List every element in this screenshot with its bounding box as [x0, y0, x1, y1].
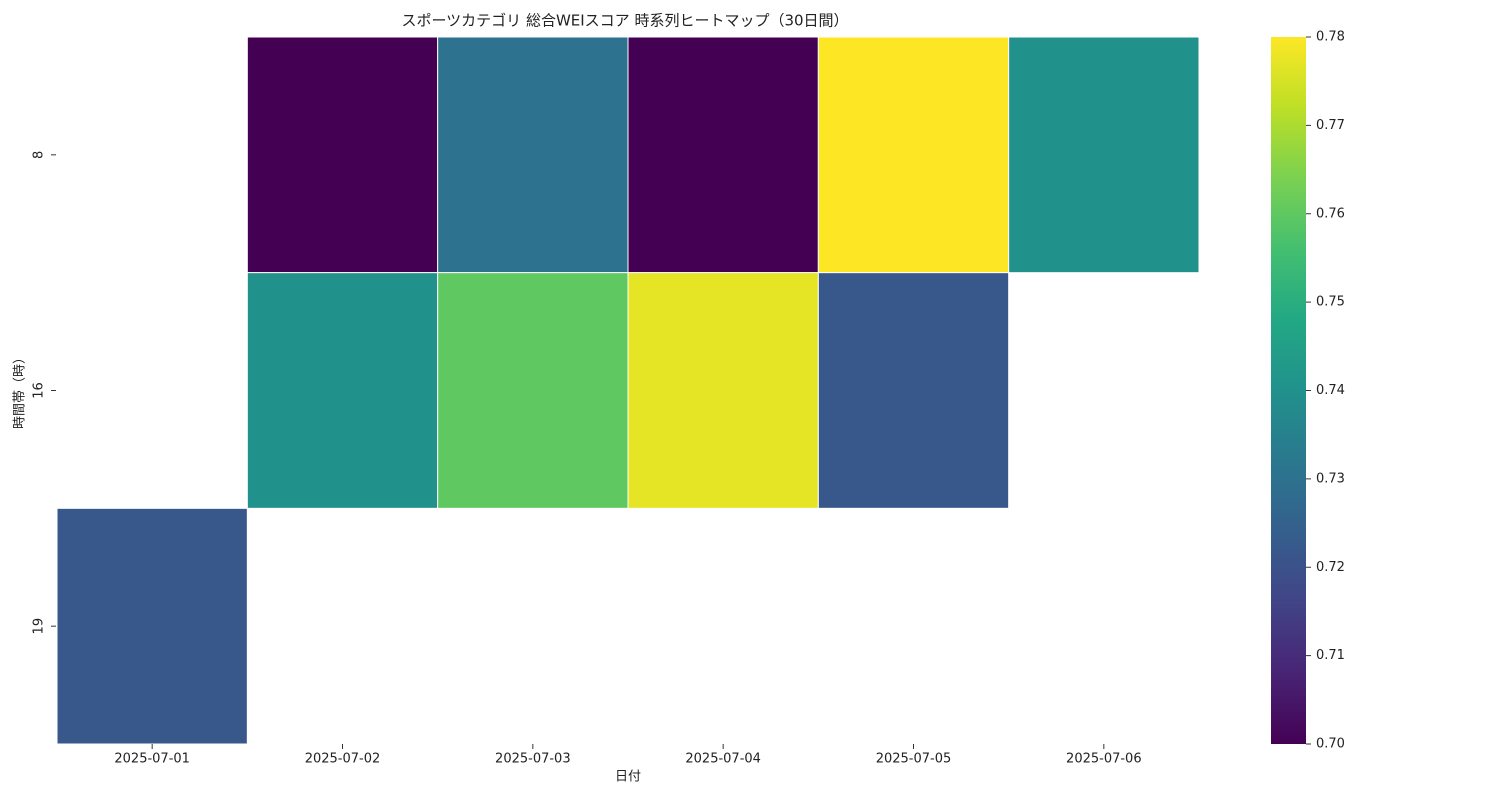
colorbar-tick-label: 0.72: [1316, 560, 1345, 575]
x-tick-label: 2025-07-06: [1066, 752, 1142, 767]
heatmap-cell: [627, 272, 819, 509]
x-tick-label: 2025-07-01: [114, 752, 190, 767]
heatmap-cell: [246, 272, 439, 509]
heatmap-cell: [627, 36, 819, 274]
heatmap-cell: [437, 36, 629, 274]
heatmap-cell: [817, 36, 1010, 274]
x-tick-label: 2025-07-03: [495, 752, 571, 767]
heatmap-cell: [817, 272, 1010, 509]
x-axis-label: 日付: [615, 770, 641, 785]
heatmap-cell: [437, 272, 629, 509]
y-axis-label: 時間帯（時）: [13, 351, 28, 429]
colorbar-tick-label: 0.70: [1316, 737, 1345, 752]
y-tick-label: 8: [32, 151, 47, 159]
colorbar-tick-label: 0.73: [1316, 471, 1345, 486]
x-tick-label: 2025-07-02: [305, 752, 381, 767]
chart-title: スポーツカテゴリ 総合WEIスコア 時系列ヒートマップ（30日間）: [401, 12, 848, 30]
colorbar-tick-label: 0.76: [1316, 206, 1345, 221]
colorbar: [1271, 37, 1306, 744]
y-tick-label: 16: [32, 382, 47, 399]
colorbar-tick-label: 0.78: [1316, 30, 1345, 45]
heatmap-cell: [246, 36, 439, 274]
colorbar-tick-label: 0.74: [1316, 383, 1345, 398]
heatmap-cell: [56, 507, 248, 745]
x-tick-label: 2025-07-04: [685, 752, 761, 767]
colorbar-tick-label: 0.77: [1316, 118, 1345, 133]
x-tick-label: 2025-07-05: [876, 752, 952, 767]
y-tick-label: 19: [32, 618, 47, 635]
heatmap-cell: [1008, 36, 1200, 274]
colorbar-tick-label: 0.75: [1316, 295, 1345, 310]
colorbar-tick-label: 0.71: [1316, 648, 1345, 663]
